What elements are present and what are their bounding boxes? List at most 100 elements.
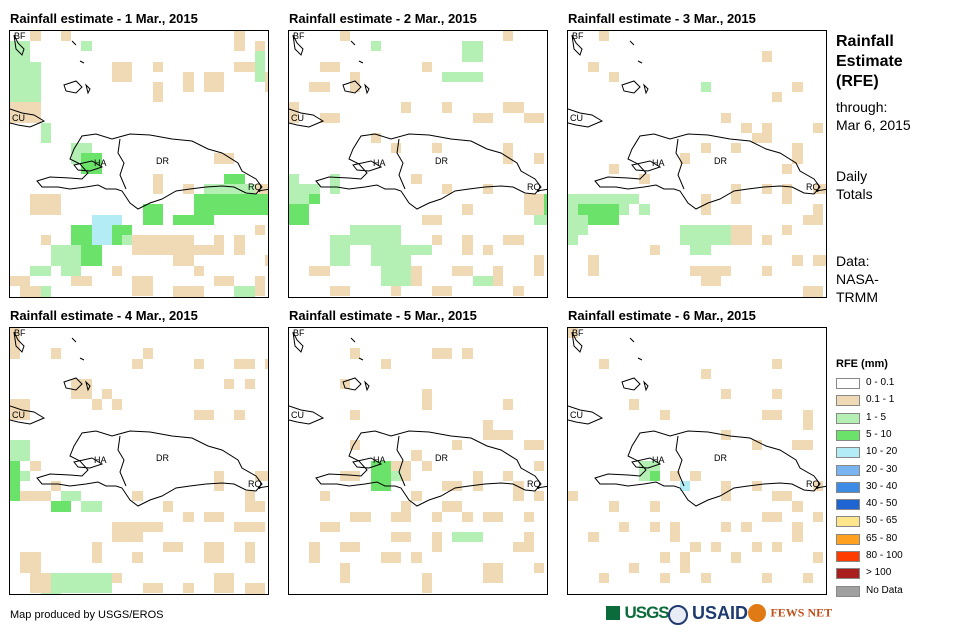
rainfall-map-2: BF CU HA DR RQ [288,30,548,298]
rainfall-cell [431,235,442,246]
rainfall-cell [659,552,670,563]
map-label-cu: CU [570,410,583,420]
rainfall-cell [533,460,544,471]
rainfall-cell [731,184,742,205]
rainfall-cell [214,470,225,492]
rainfall-cell [588,61,599,72]
rainfall-cell [193,245,214,256]
rainfall-cell [761,265,772,276]
rainfall-cell [608,163,619,174]
rainfall-cell [224,379,235,390]
rainfall-cell [680,552,691,573]
rainfall-cell [680,224,701,246]
map-label-bf: BF [14,328,26,338]
rainfall-cell [442,184,453,195]
legend-label: 20 - 30 [866,463,898,475]
rainfall-cell [152,61,163,72]
rainfall-cell [462,204,473,215]
legend-item: 50 - 65 [836,514,956,530]
rainfall-cell [503,102,524,113]
panel-title-3: Rainfall estimate - 3 Mar., 2015 [568,11,756,26]
legend-item: No Data [836,584,956,600]
rainfall-cell [319,521,340,532]
rainfall-cell [629,562,640,573]
legend-label: 40 - 50 [866,498,898,510]
rainfall-cell [690,265,711,276]
rainfall-cell [442,102,453,113]
rainfall-cell [802,409,813,430]
rainfall-cell [50,481,61,492]
rainfall-cell [772,358,783,369]
legend-swatch [836,481,860,493]
rainfall-cell [50,572,92,594]
panel-title-6: Rainfall estimate - 6 Mar., 2015 [568,308,756,323]
rainfall-cell [254,275,265,297]
rainfall-cell [10,275,31,286]
rainfall-cell [244,379,255,390]
rainfall-cell [173,245,194,266]
rainfall-cell [244,583,265,594]
rainfall-cell [523,194,544,215]
rainfall-cell [380,552,402,563]
rainfall-map-5: BF CU HA DR RQ [288,327,548,595]
rainfall-cell [639,204,650,215]
rainfall-cell [690,470,701,481]
rainfall-cell [20,552,41,573]
rainfall-cell [173,214,214,225]
rainfall-cell [350,348,361,359]
side-title-line3: (RFE) [836,73,879,90]
rainfall-cell [309,542,320,563]
rainfall-cell [40,593,61,594]
daily-label: Daily [836,168,868,184]
rainfall-cell [91,572,112,594]
rainfall-cell [81,501,102,512]
rainfall-cell [244,542,255,563]
legend-swatch [836,585,860,597]
coastline [568,331,826,507]
rainfall-cell [462,348,473,359]
rainfall-cell [112,521,143,543]
legend-label: 10 - 20 [866,446,898,458]
rainfall-cell [132,491,143,502]
rainfall-cell [340,542,361,553]
legend-label: 65 - 80 [866,532,898,544]
map-label-bf: BF [293,31,305,41]
rainfall-cell [234,521,265,532]
rainfall-cell [608,71,619,82]
legend-label: 1 - 5 [866,411,887,423]
legend-swatch [836,568,860,580]
rainfall-map-3: BF CU HA DR RQ [567,30,827,298]
coastline [289,34,547,210]
rainfall-cell [319,61,340,72]
rainfall-cell [10,61,41,103]
data-label: Data: [836,253,870,269]
rainfall-cell [380,265,412,286]
rainfall-cell [700,82,711,93]
rainfall-cell [10,460,21,481]
legend-item: 0 - 0.1 [836,376,956,392]
coastline-overlay [568,34,826,210]
rainfall-cell [61,255,82,276]
rainfall-cell [142,204,163,225]
rainfall-cell [40,122,51,144]
rainfall-cell [700,368,711,379]
map-label-cu: CU [291,410,304,420]
rainfall-cell [81,41,92,52]
rainfall-cell [309,194,320,205]
rainfall-cell [193,358,204,369]
rainfall-cell [265,255,268,266]
legend-swatch [836,533,860,545]
rainfall-cell [142,348,153,359]
rainfall-cell [751,133,772,144]
rainfall-cell [391,511,412,522]
rainfall-cell [40,235,51,246]
rainfall-cell [442,71,483,82]
rainfall-cell [452,440,463,451]
rainfall-cell [721,521,732,532]
rainfall-cell [503,235,524,246]
rainfall-cell [629,399,640,410]
map-label-rq: RQ [248,182,262,192]
rainfall-cell [203,184,265,195]
rainfall-cell [370,245,412,266]
rainfall-cell [598,572,609,583]
